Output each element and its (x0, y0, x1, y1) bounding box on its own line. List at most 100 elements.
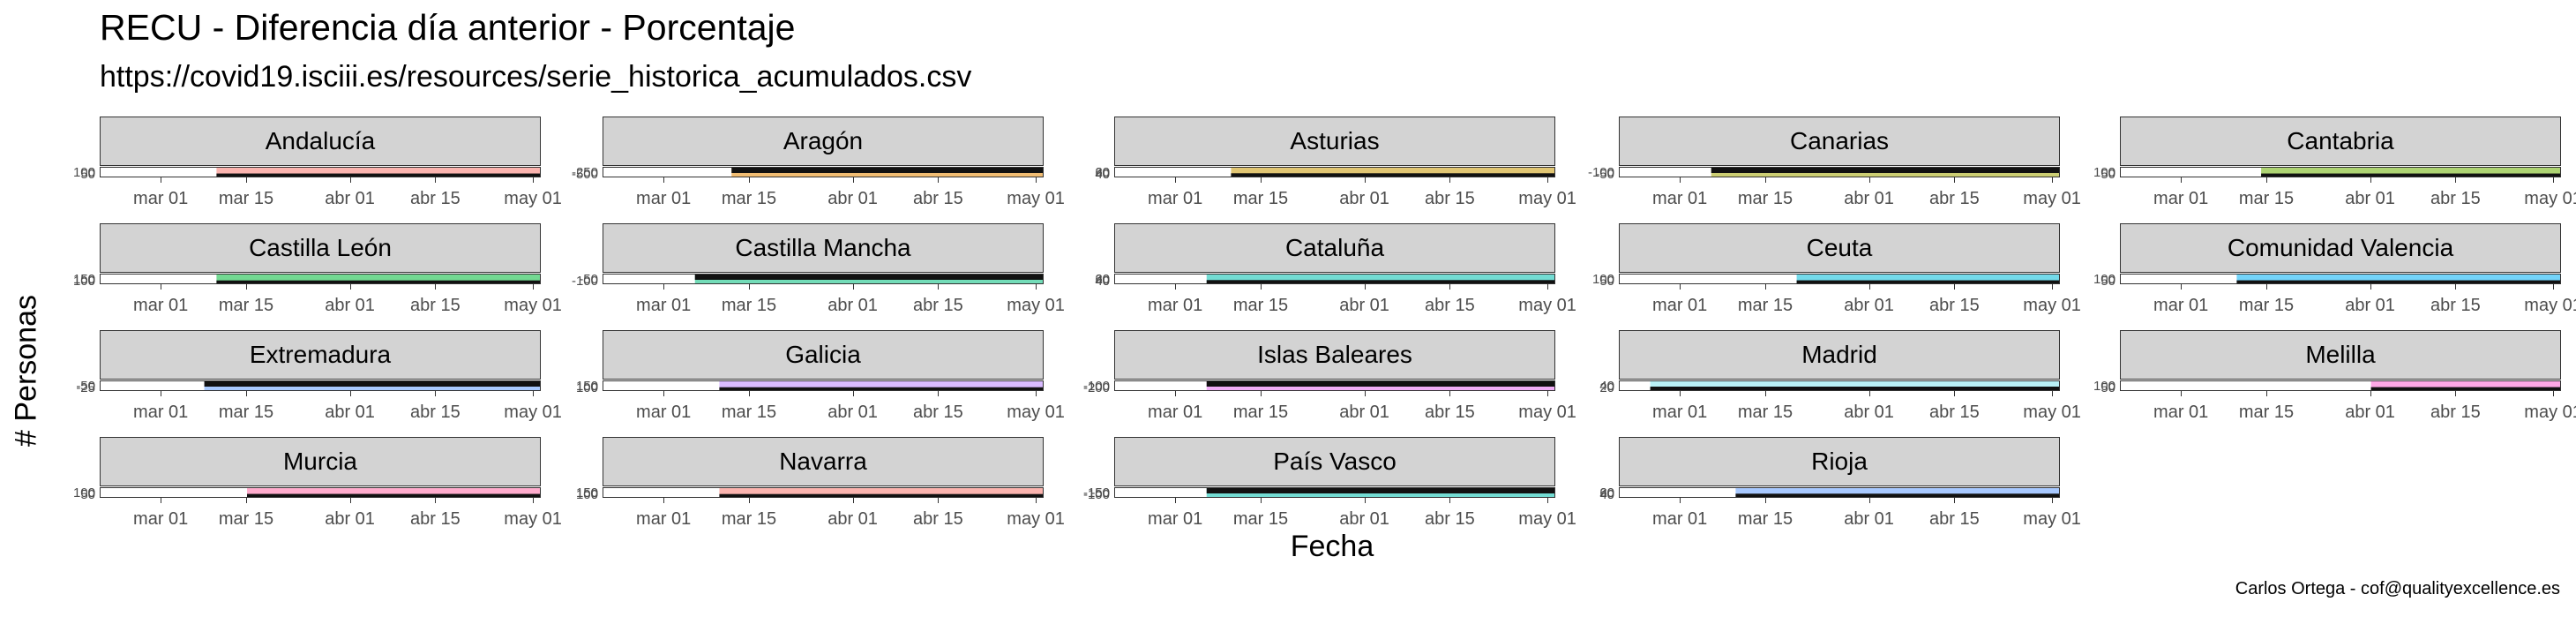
chart-caption: Carlos Ortega - cof@qualityexcellence.es (2235, 579, 2560, 598)
x-tick-mark (1868, 498, 1870, 503)
x-tick-label: abr 01 (1339, 403, 1389, 422)
x-tick-mark (1261, 284, 1262, 290)
x-tick-mark (663, 391, 665, 396)
x-tick-mark (938, 177, 940, 183)
x-tick-label: abr 15 (2430, 403, 2481, 422)
x-tick-label: abr 15 (410, 403, 461, 422)
facet-strip: Castilla Mancha (603, 223, 1044, 273)
x-tick-mark (1680, 391, 1681, 396)
x-tick-label: may 01 (504, 189, 562, 208)
y-tick-label: 0 (87, 485, 95, 500)
x-tick-label: may 01 (1518, 189, 1576, 208)
x-tick-label: abr 15 (1425, 403, 1475, 422)
x-tick-mark (1954, 177, 1956, 183)
facet-panel: País Vasco -50 -100 -150 mar 01 mar 15 abr 01 a… (1083, 437, 1576, 534)
x-tick-label: abr 01 (827, 189, 878, 208)
y-tick-label: 60 (1095, 165, 1110, 180)
facet-strip: Rioja (1619, 437, 2060, 486)
x-tick-mark (938, 284, 940, 290)
x-tick-mark (938, 391, 940, 396)
x-tick-label: abr 15 (1425, 189, 1475, 208)
facet-plot-area (100, 380, 541, 391)
x-tick-label: abr 01 (1844, 296, 1894, 315)
x-tick-label: may 01 (2524, 189, 2576, 208)
y-tick-label: -50 (1090, 485, 1110, 500)
x-tick-mark (1364, 498, 1366, 503)
facet-label: Cataluña (1284, 234, 1385, 261)
facet-panel: Castilla León 150 100 50 0 mar 01 mar 15 abr 01… (73, 223, 562, 320)
y-tick-label: 50 (1599, 274, 1614, 289)
x-tick-mark (1680, 498, 1681, 503)
series-line (1796, 280, 2059, 283)
x-tick-label: mar 01 (636, 189, 692, 208)
series-line (1650, 387, 2059, 390)
x-tick-mark (1261, 498, 1262, 503)
facet-label: Cantabria (2287, 127, 2394, 154)
x-tick-label: mar 01 (133, 189, 189, 208)
x-tick-mark (349, 177, 351, 183)
y-tick-label: 150 (72, 272, 95, 287)
x-tick-label: mar 15 (218, 509, 274, 529)
x-tick-mark (1680, 284, 1681, 290)
x-tick-mark (349, 391, 351, 396)
facet-strip: Navarra (603, 437, 1044, 486)
x-tick-mark (749, 498, 750, 503)
x-tick-mark (435, 498, 437, 503)
x-tick-label: mar 15 (1232, 403, 1289, 422)
facet-plot-area (1619, 380, 2060, 391)
facet-panel: Asturias 60 40 20 0 mar 01 mar 15 abr 01 abr 15 m… (1095, 117, 1576, 214)
y-tick-label: 0 (1606, 487, 1614, 502)
facet-plot-area (603, 274, 1044, 284)
facet-strip: País Vasco (1114, 437, 1555, 486)
x-tick-mark (663, 284, 665, 290)
x-tick-label: may 01 (2023, 509, 2081, 529)
y-tick-label: 100 (72, 274, 95, 289)
x-tick-label: mar 01 (2153, 189, 2209, 208)
y-tick-label: 0 (87, 379, 95, 394)
facet-label: Navarra (779, 448, 867, 475)
series-area (719, 488, 1043, 497)
x-tick-mark (2455, 284, 2457, 290)
y-tick-label: 60 (1095, 272, 1110, 287)
facet-label: Aragón (783, 127, 864, 154)
y-tick-label: -100 (571, 274, 598, 289)
y-tick-label: 0 (1606, 379, 1614, 394)
x-tick-label: mar 15 (2238, 296, 2295, 315)
facet-strip: Andalucía (100, 117, 541, 166)
x-tick-mark (1954, 498, 1956, 503)
x-tick-label: may 01 (504, 296, 562, 315)
x-tick-label: mar 01 (636, 296, 692, 315)
y-tick-label: 150 (575, 379, 598, 394)
y-tick-label: 100 (72, 485, 95, 500)
x-tick-mark (749, 391, 750, 396)
x-tick-mark (1954, 284, 1956, 290)
x-tick-label: mar 01 (1652, 189, 1708, 208)
x-tick-mark (2266, 391, 2267, 396)
series-line (1206, 488, 1554, 493)
x-tick-label: mar 15 (1232, 509, 1289, 529)
y-tick-label: 50 (80, 167, 95, 182)
x-tick-label: abr 15 (1929, 403, 1980, 422)
facet-plot-area (100, 274, 541, 284)
x-tick-label: mar 01 (1148, 509, 1203, 529)
x-tick-label: abr 15 (913, 296, 963, 315)
x-tick-label: abr 15 (410, 509, 461, 529)
x-tick-mark (1765, 498, 1766, 503)
x-tick-label: mar 01 (2153, 296, 2209, 315)
facet-label: Murcia (282, 448, 357, 475)
y-tick-label: -25 (76, 380, 95, 395)
x-tick-mark (2553, 284, 2555, 290)
x-tick-label: may 01 (1518, 509, 1576, 529)
x-tick-label: mar 15 (1737, 509, 1793, 529)
y-tick-label: 100 (2093, 272, 2115, 287)
facet-strip: Canarias (1619, 117, 2060, 166)
x-tick-label: mar 15 (218, 296, 274, 315)
series-area (1796, 275, 2059, 283)
series-line (1711, 168, 2059, 173)
facet-plot-area (2120, 380, 2561, 391)
y-tick-label: 20 (1095, 165, 1110, 180)
x-tick-label: mar 15 (721, 509, 777, 529)
facet-label: Melilla (2305, 341, 2376, 368)
x-tick-label: abr 15 (410, 189, 461, 208)
